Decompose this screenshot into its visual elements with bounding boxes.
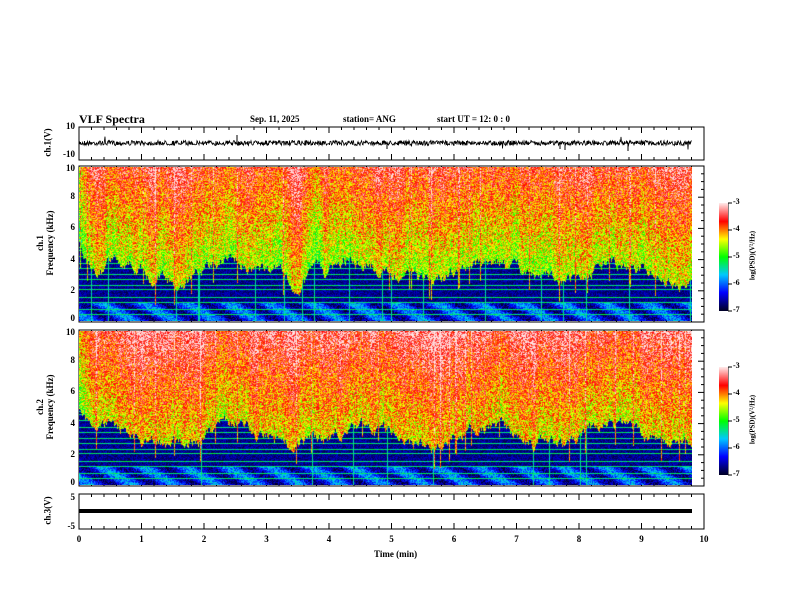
ch1-colorbar (719, 203, 728, 311)
ch1_spec-tick-label: 8 (70, 191, 76, 202)
ch2-colorbar-tick-label: -6 (733, 442, 740, 451)
ch1-colorbar-tick-label: -7 (733, 305, 740, 314)
ch2-colorbar-tick-label: -4 (733, 388, 740, 397)
station-label: station= ANG (343, 114, 396, 124)
x-tick-label: 2 (201, 534, 207, 544)
ch3-wave-ylabel: ch.3(V) (42, 496, 53, 525)
figure-title: VLF Spectra (79, 112, 145, 126)
ch1-waveform-line (78, 136, 692, 150)
ch2-colorbar-tick-label: -3 (733, 361, 740, 370)
ch2_spec-tick-label: 10 (66, 327, 75, 337)
x-tick-label: 7 (514, 534, 519, 544)
ch1-wave-ylabel: ch.1(V) (42, 128, 53, 157)
x-tick-label: 1 (139, 534, 144, 544)
start-ut-label: start UT = 12: 0 : 0 (437, 114, 510, 124)
ch1-wave-tick-label: 10 (66, 121, 75, 131)
x-tick-label: 8 (576, 534, 582, 544)
frequency-label: Frequency (kHz) (45, 374, 55, 440)
ch3-wave-tick-label: 5 (70, 492, 76, 502)
ch2_spec-tick-label: 6 (70, 386, 76, 397)
ch2-colorbar-tick-label: -7 (733, 469, 740, 478)
ch2_spec-tick-label: 2 (70, 448, 76, 459)
ch1_spec-tick-label: 2 (70, 284, 76, 295)
ch2_spec-tick-label: 0 (70, 477, 76, 487)
ch1_spec-tick-label: 4 (70, 253, 76, 264)
ch2-colorbar-label: log(PSD)(V²/Hz) (748, 394, 757, 445)
ch1_spec-tick-label: 10 (66, 163, 75, 173)
x-tick-label: 3 (264, 534, 269, 544)
ch3-waveform-line (79, 509, 692, 513)
x-tick-label: 10 (699, 534, 709, 544)
ch2_spec-tick-label: 4 (70, 417, 76, 428)
ch1-colorbar-label: log(PSD)(V²/Hz) (748, 230, 757, 281)
frequency-label: Frequency (kHz) (45, 210, 55, 276)
ch1-colorbar-tick-label: -4 (733, 224, 740, 233)
x-axis-label: Time (min) (374, 549, 418, 559)
x-tick-label: 4 (326, 534, 332, 544)
ch2-spec-ylabel: ch.2 Frequency (kHz) (35, 372, 55, 442)
ch1-spectrogram (79, 167, 692, 321)
date-label: Sep. 11, 2025 (250, 114, 300, 124)
x-tick-label: 0 (76, 534, 82, 544)
ch1-label: ch.1 (35, 235, 45, 251)
ch2-colorbar-tick-label: -5 (733, 415, 740, 424)
ch3-wave-tick-label: -5 (67, 521, 76, 531)
ch1-wave-tick-label: -10 (63, 149, 75, 159)
x-tick-label: 9 (639, 534, 644, 544)
ch1-colorbar-tick-label: -3 (733, 197, 740, 206)
ch1_spec-tick-label: 0 (70, 313, 76, 323)
x-tick-label: 6 (451, 534, 457, 544)
ch2-colorbar (719, 367, 728, 475)
ch2_spec-tick-label: 8 (70, 355, 76, 366)
ch1-spec-ylabel: ch.1 Frequency (kHz) (35, 208, 55, 278)
ch1_spec-tick-label: 6 (70, 222, 76, 233)
ch1-colorbar-tick-label: -5 (733, 251, 740, 260)
ch1-colorbar-tick-label: -6 (733, 278, 740, 287)
ch2-spectrogram (79, 331, 692, 485)
x-tick-label: 5 (389, 534, 394, 544)
ch2-label: ch.2 (35, 399, 45, 415)
